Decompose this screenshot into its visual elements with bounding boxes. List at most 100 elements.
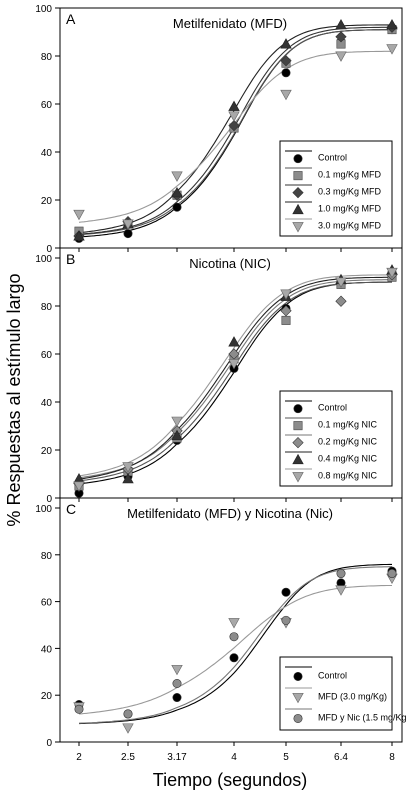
data-point — [172, 693, 182, 703]
legend-label: Control — [318, 403, 347, 413]
panel-title: Nicotina (NIC) — [189, 256, 271, 271]
panel-b: 0 20 40 60 80 100 B Nicotina (NIC) Control 0.1 mg… — [35, 247, 403, 505]
data-point — [228, 336, 240, 347]
data-point — [387, 569, 397, 579]
data-point — [228, 100, 240, 111]
data-point — [229, 632, 239, 642]
panel-title: Metilfenidato (MFD) — [173, 16, 287, 31]
panel-frame — [59, 497, 403, 743]
y-tick-label: 20 — [41, 691, 53, 702]
data-point — [171, 416, 183, 428]
x-tick-label: 3.17 — [167, 752, 187, 763]
legend-label: 0.1 mg/Kg NIC — [318, 420, 378, 430]
data-point — [122, 472, 134, 484]
data-point — [280, 89, 292, 101]
legend-marker — [292, 692, 304, 704]
legend-label: 0.1 mg/Kg MFD — [318, 170, 382, 180]
legend-marker — [293, 154, 303, 164]
data-point — [336, 569, 346, 579]
data-point — [228, 618, 240, 629]
data-point — [74, 704, 84, 714]
legend-marker — [293, 713, 303, 723]
data-point — [228, 359, 240, 370]
x-tick-label: 6.4 — [334, 752, 348, 763]
data-point — [123, 229, 133, 239]
y-tick-label: 0 — [46, 494, 52, 505]
data-point — [281, 68, 291, 78]
legend-marker — [292, 222, 304, 233]
y-tick-label: 20 — [41, 196, 53, 207]
legend-label: 0.8 mg/Kg NIC — [318, 471, 378, 481]
y-tick-label: 100 — [35, 504, 52, 515]
legend-marker — [292, 187, 304, 199]
legend-label: Control — [318, 671, 347, 681]
y-tick-label: 100 — [35, 4, 52, 15]
data-point — [171, 186, 183, 198]
panel-letter: A — [66, 11, 76, 27]
y-tick-label: 60 — [41, 598, 53, 609]
legend-marker — [293, 671, 303, 681]
data-point — [229, 653, 239, 663]
series-fit-line — [78, 563, 392, 725]
y-tick-label: 100 — [35, 254, 52, 265]
y-tick-label: 60 — [41, 350, 53, 361]
y-tick-label: 60 — [41, 100, 53, 111]
data-point — [228, 119, 240, 132]
x-tick-label: 2.5 — [121, 752, 135, 763]
data-point — [280, 305, 292, 317]
legend-marker — [292, 203, 304, 215]
data-point — [386, 44, 398, 55]
legend-label: MFD y Nic (1.5 mg/Kg) — [318, 713, 406, 723]
y-tick-label: 0 — [46, 244, 52, 255]
data-point — [171, 429, 183, 441]
data-point — [122, 462, 134, 473]
y-tick-label: 80 — [41, 302, 53, 313]
y-tick-label: 80 — [41, 551, 53, 562]
y-tick-label: 80 — [41, 52, 53, 63]
legend-label: 3.0 mg/Kg MFD — [318, 221, 382, 231]
data-point — [281, 315, 291, 325]
data-point — [73, 481, 85, 492]
data-point — [228, 111, 240, 122]
data-point — [171, 171, 183, 182]
panel-letter: C — [66, 501, 76, 517]
y-tick-label: 40 — [41, 148, 53, 159]
x-tick-label: 4 — [231, 752, 237, 763]
data-point — [335, 51, 347, 62]
data-point — [386, 18, 398, 30]
legend-marker — [293, 421, 303, 431]
data-point — [73, 209, 85, 221]
x-tick-label: 2 — [76, 752, 82, 763]
legend: Control MFD (3.0 mg/Kg) MFD y Nic (1.5 mg/… — [279, 656, 406, 731]
legend-marker — [292, 472, 304, 483]
legend-label: 1.0 mg/Kg MFD — [318, 204, 382, 214]
data-point — [171, 664, 183, 676]
data-point — [123, 709, 133, 719]
data-point — [335, 18, 347, 30]
legend-label: 0.2 mg/Kg NIC — [318, 437, 378, 447]
y-tick-label: 0 — [46, 738, 52, 749]
data-point — [335, 295, 347, 307]
panel-c: 0 20 40 60 80 100 C Metilfenidato (MFD) y Nicot… — [35, 497, 406, 749]
data-point — [172, 678, 182, 688]
data-point — [335, 277, 347, 288]
figure-ylabel: % Respuestas al estímulo largo — [4, 273, 24, 526]
legend-label: 0.3 mg/Kg MFD — [318, 187, 382, 197]
legend-marker — [293, 404, 303, 414]
series-fit-line — [78, 274, 392, 477]
data-point — [172, 202, 182, 212]
data-point — [386, 267, 398, 279]
data-point — [73, 230, 85, 241]
legend-marker — [293, 171, 303, 181]
data-point — [280, 38, 292, 49]
x-tick-label: 8 — [389, 752, 395, 763]
data-point — [280, 289, 292, 300]
data-point — [335, 31, 347, 43]
figure-xlabel: Tiempo (segundos) — [153, 770, 307, 790]
y-tick-label: 40 — [41, 644, 53, 655]
data-point — [281, 587, 291, 597]
y-tick-label: 20 — [41, 446, 53, 457]
legend-label: 0.4 mg/Kg NIC — [318, 454, 378, 464]
data-point — [335, 585, 347, 596]
